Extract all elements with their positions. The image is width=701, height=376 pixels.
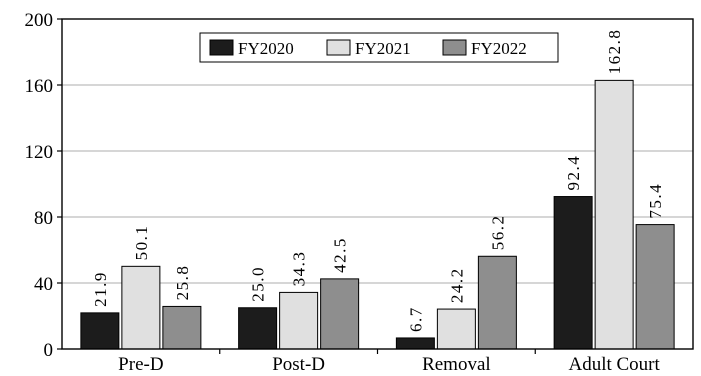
bar	[80, 312, 120, 350]
legend: FY2020 FY2021 FY2022	[199, 32, 559, 63]
bar	[121, 265, 161, 350]
legend-label: FY2021	[355, 39, 411, 58]
plot-frame	[61, 18, 694, 350]
bar	[162, 305, 202, 350]
bars	[80, 79, 675, 350]
data-label: 56.2	[488, 215, 507, 251]
legend-label: FY2022	[471, 39, 527, 58]
data-label: 162.8	[605, 29, 624, 75]
bar	[238, 307, 278, 350]
legend-swatch	[326, 39, 351, 56]
y-tick-label: 160	[25, 76, 54, 97]
bar	[395, 337, 435, 350]
data-label: 50.1	[132, 225, 151, 261]
data-label: 75.4	[646, 183, 665, 219]
y-tick-label: 80	[34, 208, 53, 229]
x-tick-label: Removal	[422, 354, 491, 375]
data-label: 42.5	[331, 237, 350, 273]
bar	[594, 79, 634, 350]
y-tick-label: 120	[25, 142, 54, 163]
data-label: 34.3	[290, 251, 309, 287]
y-tick-label: 0	[44, 340, 54, 361]
legend-box	[199, 32, 559, 63]
bar	[436, 308, 476, 350]
x-tick-label: Pre-D	[118, 354, 163, 375]
x-tick-label: Post-D	[272, 354, 325, 375]
legend-swatch	[209, 39, 234, 56]
legend-label: FY2020	[238, 39, 294, 58]
bar	[477, 255, 517, 350]
bar	[320, 278, 360, 350]
bar	[279, 291, 319, 350]
y-tick-label: 200	[25, 10, 54, 31]
axes: 0 40 80 120 160 200 Pre-D Post-D Removal Adult Co…	[25, 10, 694, 375]
data-label: 92.4	[564, 155, 583, 191]
data-labels: 21.9 50.1 25.8 25.0 34.3 42.5 6.7 24.2 56.2 92.4 1…	[91, 29, 665, 332]
data-label: 24.2	[447, 267, 466, 303]
data-label: 25.8	[173, 265, 192, 301]
data-label: 25.0	[249, 266, 268, 302]
legend-swatch	[442, 39, 467, 56]
y-tick-label: 40	[34, 274, 53, 295]
data-label: 6.7	[406, 306, 425, 332]
bar	[635, 224, 675, 350]
x-tick-label: Adult Court	[568, 354, 660, 375]
bar	[553, 196, 593, 350]
data-label: 21.9	[91, 271, 110, 307]
